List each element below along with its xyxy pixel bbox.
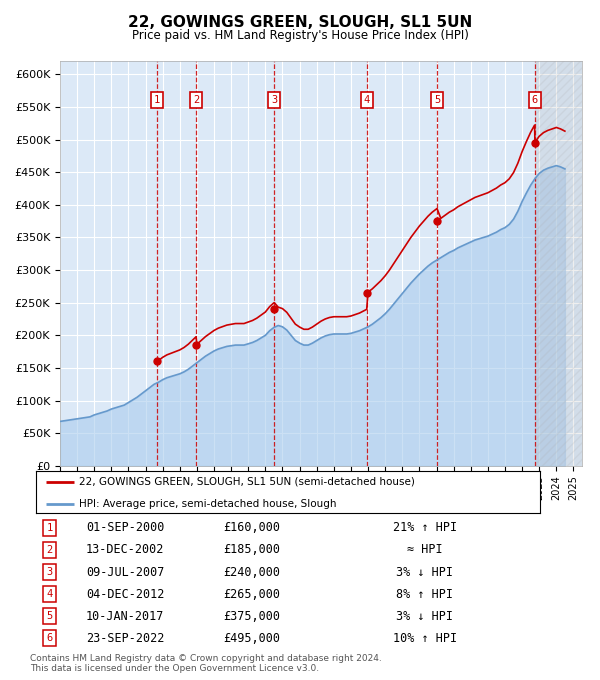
Text: 21% ↑ HPI: 21% ↑ HPI bbox=[393, 522, 457, 534]
Text: 22, GOWINGS GREEN, SLOUGH, SL1 5UN (semi-detached house): 22, GOWINGS GREEN, SLOUGH, SL1 5UN (semi… bbox=[79, 477, 415, 487]
Text: 10% ↑ HPI: 10% ↑ HPI bbox=[393, 632, 457, 645]
Bar bbox=[535, 61, 582, 466]
Text: 2: 2 bbox=[46, 545, 53, 555]
Text: Price paid vs. HM Land Registry's House Price Index (HPI): Price paid vs. HM Land Registry's House … bbox=[131, 29, 469, 42]
Text: 3: 3 bbox=[271, 95, 277, 105]
Text: 04-DEC-2012: 04-DEC-2012 bbox=[86, 588, 164, 600]
Text: HPI: Average price, semi-detached house, Slough: HPI: Average price, semi-detached house,… bbox=[79, 499, 337, 509]
Text: £160,000: £160,000 bbox=[223, 522, 281, 534]
Text: 3% ↓ HPI: 3% ↓ HPI bbox=[397, 566, 454, 579]
Text: 10-JAN-2017: 10-JAN-2017 bbox=[86, 610, 164, 623]
Text: 5: 5 bbox=[434, 95, 440, 105]
Text: 1: 1 bbox=[154, 95, 160, 105]
Text: 6: 6 bbox=[532, 95, 538, 105]
Text: £240,000: £240,000 bbox=[223, 566, 281, 579]
Text: 3% ↓ HPI: 3% ↓ HPI bbox=[397, 610, 454, 623]
Text: £495,000: £495,000 bbox=[223, 632, 281, 645]
Text: 13-DEC-2002: 13-DEC-2002 bbox=[86, 543, 164, 556]
Text: 22, GOWINGS GREEN, SLOUGH, SL1 5UN: 22, GOWINGS GREEN, SLOUGH, SL1 5UN bbox=[128, 15, 472, 30]
Text: ≈ HPI: ≈ HPI bbox=[407, 543, 443, 556]
Text: Contains HM Land Registry data © Crown copyright and database right 2024.: Contains HM Land Registry data © Crown c… bbox=[30, 654, 382, 663]
Text: 1: 1 bbox=[46, 523, 53, 533]
Text: 5: 5 bbox=[46, 611, 53, 622]
Text: 4: 4 bbox=[46, 589, 53, 599]
Text: 4: 4 bbox=[364, 95, 370, 105]
Text: This data is licensed under the Open Government Licence v3.0.: This data is licensed under the Open Gov… bbox=[30, 664, 319, 673]
Text: 2: 2 bbox=[193, 95, 199, 105]
Text: 23-SEP-2022: 23-SEP-2022 bbox=[86, 632, 164, 645]
Text: 01-SEP-2000: 01-SEP-2000 bbox=[86, 522, 164, 534]
Text: 09-JUL-2007: 09-JUL-2007 bbox=[86, 566, 164, 579]
Text: £265,000: £265,000 bbox=[223, 588, 281, 600]
Text: £375,000: £375,000 bbox=[223, 610, 281, 623]
Text: 8% ↑ HPI: 8% ↑ HPI bbox=[397, 588, 454, 600]
Text: £185,000: £185,000 bbox=[223, 543, 281, 556]
Text: 6: 6 bbox=[46, 633, 53, 643]
Text: 3: 3 bbox=[46, 567, 53, 577]
